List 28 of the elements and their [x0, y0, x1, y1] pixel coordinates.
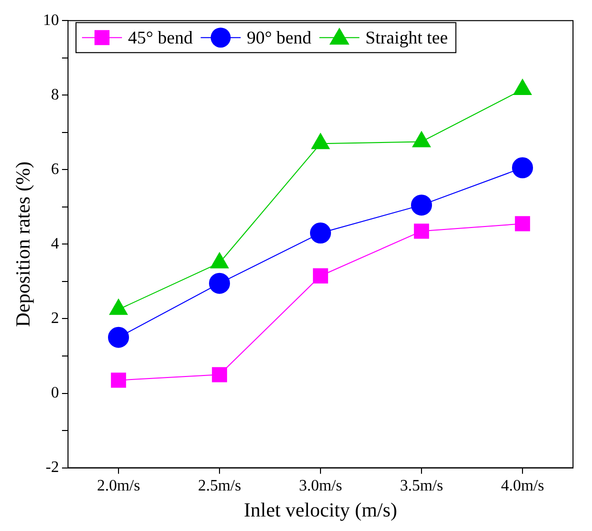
point	[110, 372, 126, 388]
point	[514, 216, 530, 232]
y-axis-title: Deposition rates (%)	[12, 161, 34, 327]
point	[212, 367, 228, 382]
y-tick-label: 10	[43, 12, 59, 29]
y-tick-label: 8	[51, 86, 59, 104]
x-tick-label: 2.0m/s	[96, 478, 140, 495]
x-tick-label: 4.0m/s	[500, 478, 544, 495]
legend-label: 45° bend	[128, 27, 193, 48]
point	[108, 326, 129, 348]
point	[312, 268, 328, 284]
legend-label: Straight tee	[365, 27, 448, 48]
point	[513, 79, 532, 96]
y-tick-label: -2	[46, 459, 59, 476]
y-tick-label: 2	[51, 310, 59, 327]
x-tick-label: 2.5m/s	[198, 478, 242, 495]
x-axis-title: Inlet velocity (m/s)	[244, 499, 398, 522]
point	[414, 224, 430, 239]
legend-label: 90° bend	[246, 27, 312, 48]
x-tick-label: 3.5m/s	[400, 478, 444, 495]
x-tick-label: 3.0m/s	[298, 478, 342, 495]
point	[209, 272, 230, 294]
point	[310, 222, 331, 244]
y-tick-label: 0	[51, 384, 59, 402]
y-tick-label: 4	[51, 235, 59, 252]
y-tick-label: 6	[51, 160, 59, 178]
point	[411, 194, 432, 216]
point	[512, 157, 533, 178]
